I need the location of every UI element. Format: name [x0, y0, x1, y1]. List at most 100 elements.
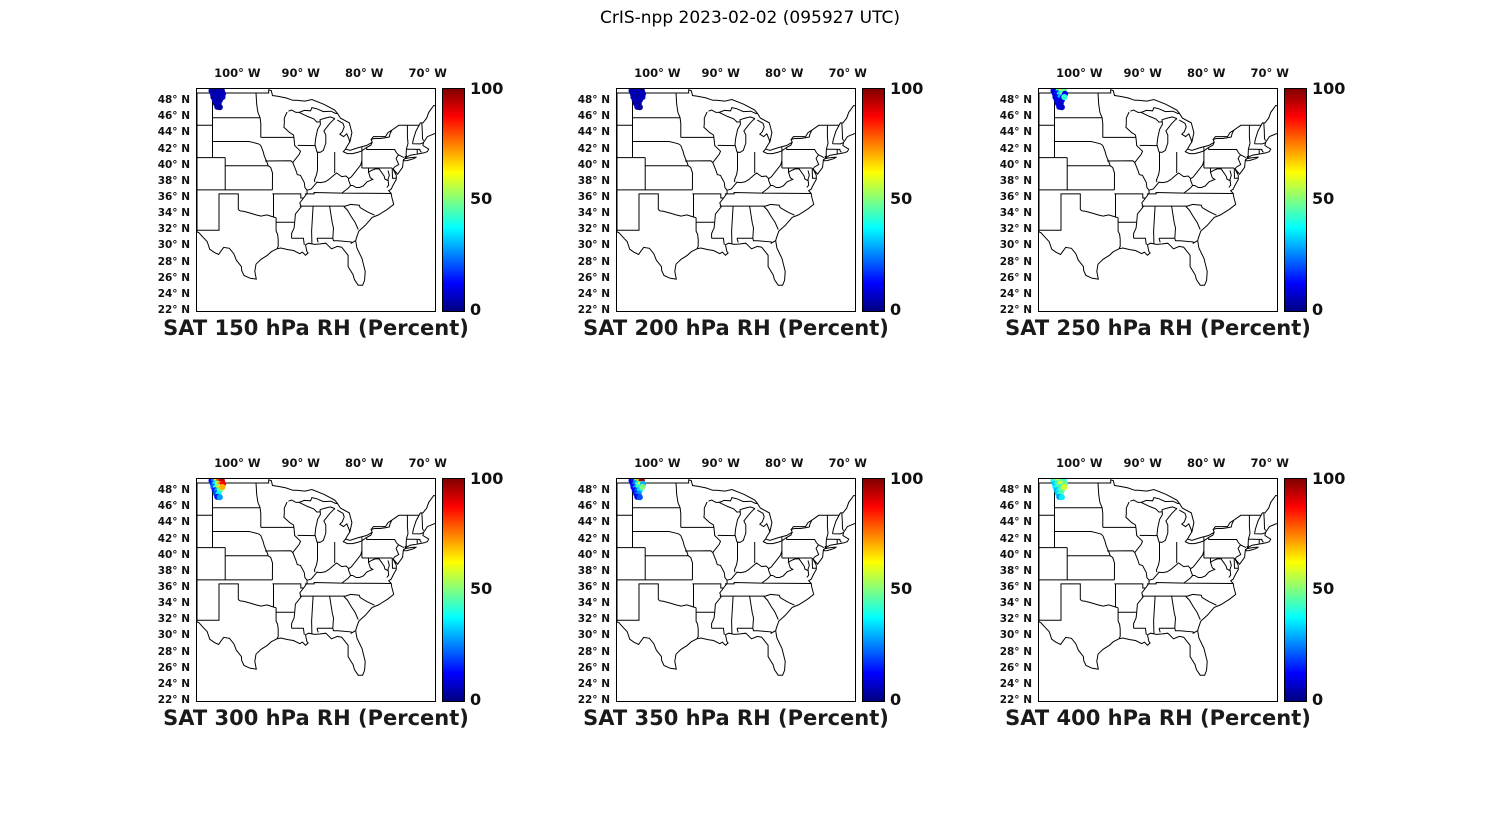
us-basemap-outline — [197, 89, 435, 286]
lon-tick-label: 70° W — [1250, 456, 1289, 470]
lat-tick-label: 22° N — [999, 694, 1032, 706]
panel-title: SAT 200 hPa RH (Percent) — [583, 316, 889, 340]
panel-title: SAT 300 hPa RH (Percent) — [163, 706, 469, 730]
lat-tick-label: 38° N — [157, 174, 190, 187]
lat-tick-label: 44° N — [999, 516, 1032, 529]
lat-tick-label: 26° N — [157, 661, 190, 674]
colorbar-tick-label: 0 — [1312, 690, 1324, 709]
lon-tick-label: 80° W — [344, 456, 384, 470]
colorbar-tick-label: 0 — [470, 300, 482, 319]
colorbar-tick-label: 100 — [470, 469, 504, 488]
lon-tick-label: 70° W — [408, 456, 447, 470]
scatter-point — [636, 104, 643, 111]
lat-tick-label: 32° N — [577, 223, 610, 236]
panel-title: SAT 400 hPa RH (Percent) — [1005, 706, 1311, 730]
lon-tick-label: 100° W — [214, 456, 261, 470]
lat-tick-label: 48° N — [999, 484, 1032, 497]
lat-tick-label: 22° N — [157, 304, 190, 316]
scatter-point — [219, 94, 226, 101]
lat-tick-label: 28° N — [577, 645, 610, 658]
lat-tick-label: 42° N — [577, 142, 610, 155]
panel-title: SAT 250 hPa RH (Percent) — [1005, 316, 1311, 340]
lon-tick-label: 100° W — [1056, 456, 1103, 470]
scatter-point — [636, 494, 643, 501]
lat-tick-label: 48° N — [157, 94, 190, 107]
colorbar-tick-label: 50 — [890, 579, 913, 598]
lat-tick-label: 44° N — [577, 516, 610, 529]
colorbar-tick-label: 50 — [470, 579, 493, 598]
lat-tick-label: 34° N — [577, 207, 610, 220]
colorbar — [862, 88, 885, 312]
lat-tick-label: 48° N — [999, 94, 1032, 107]
colorbar — [1284, 88, 1307, 312]
colorbar-labels: 100 50 0 — [1312, 471, 1354, 708]
lat-tick-label: 42° N — [999, 142, 1032, 155]
lat-tick-label: 34° N — [999, 597, 1032, 610]
lat-tick-label: 38° N — [577, 174, 610, 187]
lat-tick-label: 28° N — [577, 255, 610, 268]
lat-tick-label: 26° N — [999, 661, 1032, 674]
latitude-axis: 48° N 46° N 44° N 42° N 40° N 38° N 36° N 34° N… — [992, 88, 1034, 316]
figure-title: CrIS-npp 2023-02-02 (095927 UTC) — [599, 8, 901, 28]
lon-tick-label: 100° W — [634, 456, 681, 470]
latitude-axis: 48° N 46° N 44° N 42° N 40° N 38° N 36° N 34° N… — [150, 88, 192, 316]
lat-tick-label: 28° N — [157, 645, 190, 658]
scatter-point — [1058, 104, 1065, 111]
colorbar-tick-label: 100 — [1312, 79, 1346, 98]
lat-tick-label: 46° N — [999, 110, 1032, 123]
lat-tick-label: 36° N — [157, 581, 190, 593]
lat-tick-label: 38° N — [157, 564, 190, 577]
us-basemap-outline — [617, 89, 855, 286]
lat-tick-label: 40° N — [577, 548, 610, 561]
lat-tick-label: 40° N — [577, 158, 610, 171]
lon-tick-label: 80° W — [344, 66, 384, 80]
colorbar — [442, 478, 465, 702]
lon-tick-label: 80° W — [764, 66, 804, 80]
lon-tick-label: 80° W — [1186, 66, 1226, 80]
lon-tick-label: 70° W — [828, 66, 867, 80]
colorbar-labels: 100 50 0 — [890, 81, 932, 318]
colorbar-tick-label: 0 — [470, 690, 482, 709]
colorbar-tick-label: 50 — [1312, 579, 1335, 598]
scatter-point — [216, 104, 223, 111]
lat-tick-label: 26° N — [577, 271, 610, 284]
map-panel: 100° W 90° W 80° W 70° W 48° N 46° N 44° N 42°… — [570, 62, 935, 362]
map-plot — [196, 478, 436, 702]
lat-tick-label: 46° N — [577, 110, 610, 123]
lat-tick-label: 42° N — [577, 532, 610, 545]
lat-tick-label: 46° N — [157, 110, 190, 123]
scatter-point — [219, 484, 226, 491]
lon-tick-label: 80° W — [1186, 456, 1226, 470]
lon-tick-label: 90° W — [281, 66, 320, 80]
lat-tick-label: 22° N — [577, 304, 610, 316]
latitude-axis: 48° N 46° N 44° N 42° N 40° N 38° N 36° N 34° N… — [570, 88, 612, 316]
scatter-point — [216, 494, 223, 501]
longitude-axis: 100° W 90° W 80° W 70° W — [616, 66, 867, 84]
lat-tick-label: 46° N — [577, 500, 610, 513]
lon-tick-label: 90° W — [1123, 66, 1162, 80]
lat-tick-label: 40° N — [157, 158, 190, 171]
map-panel: 100° W 90° W 80° W 70° W 48° N 46° N 44° N 42°… — [570, 452, 935, 752]
latitude-axis: 48° N 46° N 44° N 42° N 40° N 38° N 36° N 34° N… — [992, 478, 1034, 706]
lat-tick-label: 24° N — [577, 677, 610, 690]
longitude-axis: 100° W 90° W 80° W 70° W — [196, 66, 447, 84]
colorbar-labels: 100 50 0 — [470, 81, 512, 318]
colorbar-tick-label: 50 — [1312, 189, 1335, 208]
lat-tick-label: 36° N — [577, 191, 610, 203]
lat-tick-label: 26° N — [999, 271, 1032, 284]
scatter-point — [639, 94, 646, 101]
lat-tick-label: 32° N — [577, 613, 610, 626]
lat-tick-label: 32° N — [999, 613, 1032, 626]
lat-tick-label: 24° N — [577, 287, 610, 300]
lat-tick-label: 36° N — [577, 581, 610, 593]
lat-tick-label: 26° N — [157, 271, 190, 284]
lat-tick-label: 24° N — [999, 287, 1032, 300]
lat-tick-label: 44° N — [577, 126, 610, 139]
colorbar-tick-label: 0 — [890, 300, 902, 319]
lon-tick-label: 100° W — [1056, 66, 1103, 80]
lon-tick-label: 90° W — [1123, 456, 1162, 470]
map-plot — [196, 88, 436, 312]
scatter-point — [639, 484, 646, 491]
lat-tick-label: 32° N — [157, 613, 190, 626]
us-basemap-outline — [617, 479, 855, 676]
